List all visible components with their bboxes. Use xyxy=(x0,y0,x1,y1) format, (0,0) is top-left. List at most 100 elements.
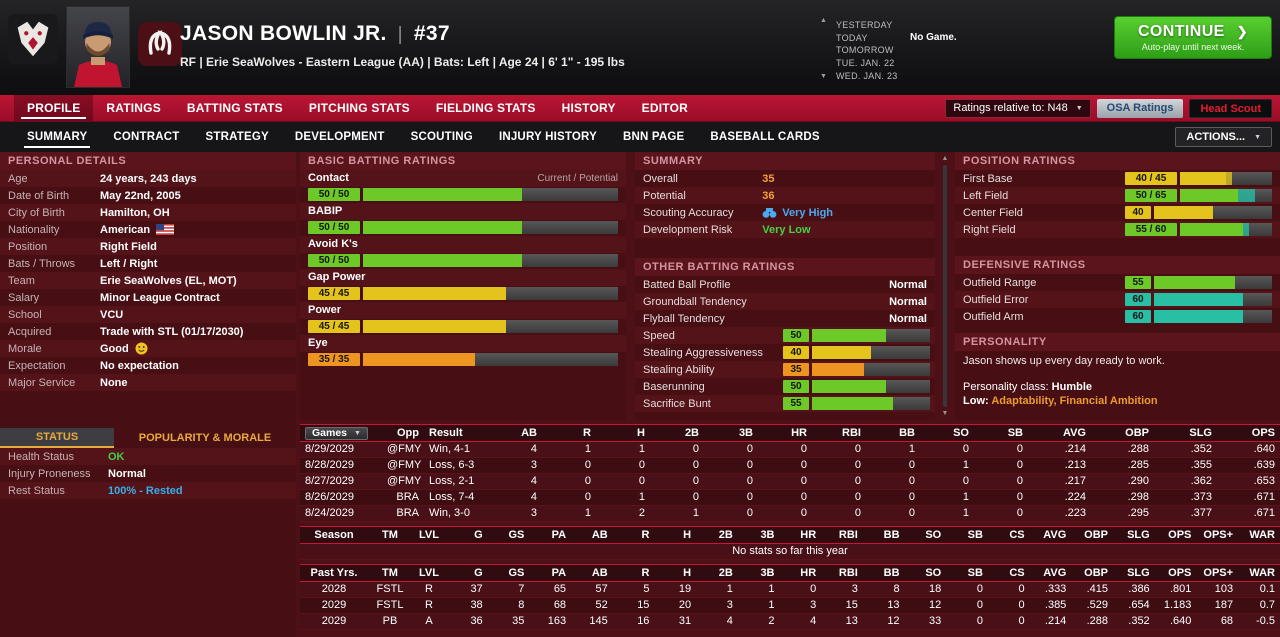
column-header-ops+[interactable]: OPS+ xyxy=(1196,526,1239,544)
column-header-obp[interactable]: OBP xyxy=(1091,424,1154,442)
tab-popularity-morale[interactable]: POPULARITY & MORALE xyxy=(138,432,272,444)
game-log-row[interactable]: 8/29/2029 @FMY Win, 4-1 4 1 1 0 0 0 0 1 0 0 .214 .288.… xyxy=(300,441,1280,458)
column-header-so[interactable]: SO xyxy=(920,424,974,442)
column-header-3b[interactable]: 3B xyxy=(704,424,758,442)
column-header-slg[interactable]: SLG xyxy=(1113,526,1155,544)
column-header-g[interactable]: G xyxy=(446,564,488,582)
game-log-row[interactable]: 8/26/2029 BRA Loss, 7-4 4 0 1 0 0 0 0 0 1 0 .224 .298.… xyxy=(300,489,1280,506)
column-header-ops[interactable]: OPS xyxy=(1217,424,1280,442)
subtab-bnn-page[interactable]: BNN PAGE xyxy=(622,131,685,143)
tab-history[interactable]: HISTORY xyxy=(561,101,616,115)
column-header-avg[interactable]: AVG xyxy=(1029,564,1072,582)
column-header-war[interactable]: WAR xyxy=(1238,564,1280,582)
subtab-scouting[interactable]: SCOUTING xyxy=(410,131,473,143)
osa-ratings-button[interactable]: OSA Ratings xyxy=(1096,98,1184,118)
column-header-so[interactable]: SO xyxy=(904,564,947,582)
column-header-ops+[interactable]: OPS+ xyxy=(1196,564,1239,582)
game-log-row[interactable]: 8/27/2029 @FMY Loss, 2-1 4 0 0 0 0 0 0 0 0 0 .217 .290… xyxy=(300,473,1280,490)
column-header-sb[interactable]: SB xyxy=(946,564,988,582)
column-header-lvl[interactable]: LVL xyxy=(412,564,446,582)
tab-pitching-stats[interactable]: PITCHING STATS xyxy=(308,101,410,115)
actions-button[interactable]: ACTIONS... ▼ xyxy=(1175,127,1272,147)
column-header-hr[interactable]: HR xyxy=(779,564,822,582)
column-header-season[interactable]: Season xyxy=(300,526,368,544)
schedule-row[interactable]: YESTERDAY xyxy=(836,19,1036,32)
scrollbar-track[interactable] xyxy=(943,165,947,407)
column-header-tm[interactable]: TM xyxy=(368,564,412,582)
subtab-injury-history[interactable]: INJURY HISTORY xyxy=(498,131,597,143)
column-header-h[interactable]: H xyxy=(596,424,650,442)
column-header-cs[interactable]: CS xyxy=(987,564,1030,582)
game-log-row[interactable]: 8/28/2029 @FMY Loss, 6-3 3 0 0 0 0 0 0 0 1 0 .213 .285… xyxy=(300,457,1280,474)
tab-fielding-stats[interactable]: FIELDING STATS xyxy=(435,101,536,115)
column-header-ab[interactable]: AB xyxy=(571,526,613,544)
column-header-h[interactable]: H xyxy=(654,526,697,544)
subtab-strategy[interactable]: STRATEGY xyxy=(205,131,269,143)
column-header-cs[interactable]: CS xyxy=(987,526,1030,544)
column-header-lvl[interactable]: LVL xyxy=(412,526,446,544)
schedule-row[interactable]: TODAY No Game. xyxy=(836,32,1036,45)
subtab-summary[interactable]: SUMMARY xyxy=(14,122,100,152)
game-log-row[interactable]: 8/24/2029 BRA Win, 3-0 3 1 2 1 0 0 0 0 1 0 .223 .295 .3… xyxy=(300,505,1280,522)
scroll-up-icon[interactable]: ▲ xyxy=(941,155,949,162)
column-header-rbi[interactable]: RBI xyxy=(821,526,863,544)
column-header-ab[interactable]: AB xyxy=(571,564,613,582)
column-header-r[interactable]: R xyxy=(612,564,655,582)
column-header-so[interactable]: SO xyxy=(904,526,947,544)
column-header-obp[interactable]: OBP xyxy=(1071,564,1113,582)
column-header-gs[interactable]: GS xyxy=(487,526,530,544)
column-header-2b[interactable]: 2B xyxy=(696,526,738,544)
vertical-scrollbar[interactable]: ▲ ▼ xyxy=(939,155,951,417)
column-header-slg[interactable]: SLG xyxy=(1154,424,1217,442)
column-header-ops[interactable]: OPS xyxy=(1154,564,1197,582)
schedule-row[interactable]: WED. JAN. 23 xyxy=(836,69,1036,82)
column-header-obp[interactable]: OBP xyxy=(1071,526,1113,544)
tab-ratings[interactable]: RATINGS xyxy=(106,101,161,115)
column-header-rbi[interactable]: RBI xyxy=(812,424,866,442)
schedule-row[interactable]: TOMORROW xyxy=(836,44,1036,57)
column-header-games[interactable]: Games ▼ xyxy=(300,424,382,442)
column-header-hr[interactable]: HR xyxy=(779,526,822,544)
games-filter-dropdown[interactable]: Games ▼ xyxy=(305,427,368,440)
column-header-war[interactable]: WAR xyxy=(1238,526,1280,544)
column-header-sb[interactable]: SB xyxy=(974,424,1028,442)
subtab-baseball-cards[interactable]: BASEBALL CARDS xyxy=(710,131,820,143)
column-header-rbi[interactable]: RBI xyxy=(821,564,863,582)
tab-editor[interactable]: EDITOR xyxy=(641,101,688,115)
schedule-row[interactable]: TUE. JAN. 22 xyxy=(836,57,1036,70)
tab-status[interactable]: STATUS xyxy=(0,428,114,448)
column-header-ab[interactable]: AB xyxy=(488,424,542,442)
column-header-slg[interactable]: SLG xyxy=(1113,564,1155,582)
chevron-down-icon[interactable]: ▼ xyxy=(820,73,827,80)
column-header-r[interactable]: R xyxy=(542,424,596,442)
column-header-h[interactable]: H xyxy=(654,564,697,582)
column-header-opp[interactable]: Opp xyxy=(382,424,424,442)
column-header-tm[interactable]: TM xyxy=(368,526,412,544)
tab-batting-stats[interactable]: BATTING STATS xyxy=(186,101,283,115)
column-header-result[interactable]: Result xyxy=(424,424,488,442)
scroll-down-icon[interactable]: ▼ xyxy=(941,410,949,417)
column-header-r[interactable]: R xyxy=(612,526,655,544)
subtab-contract[interactable]: CONTRACT xyxy=(113,131,180,143)
subtab-development[interactable]: DEVELOPMENT xyxy=(294,131,385,143)
column-header-pa[interactable]: PA xyxy=(529,564,572,582)
column-header-bb[interactable]: BB xyxy=(866,424,920,442)
column-header-2b[interactable]: 2B xyxy=(650,424,704,442)
column-header-pa[interactable]: PA xyxy=(529,526,572,544)
column-header-g[interactable]: G xyxy=(446,526,488,544)
column-header-avg[interactable]: AVG xyxy=(1028,424,1091,442)
column-header-bb[interactable]: BB xyxy=(862,564,905,582)
ratings-relative-dropdown[interactable]: Ratings relative to: N48 ▼ xyxy=(945,98,1091,118)
column-header-sb[interactable]: SB xyxy=(946,526,988,544)
column-header-ops[interactable]: OPS xyxy=(1154,526,1197,544)
tab-profile[interactable]: PROFILE xyxy=(14,95,94,121)
column-header-hr[interactable]: HR xyxy=(758,424,812,442)
column-header-past-yrs-[interactable]: Past Yrs. xyxy=(300,564,368,582)
chevron-up-icon[interactable]: ▲ xyxy=(820,17,827,24)
head-scout-button[interactable]: Head Scout xyxy=(1189,98,1272,118)
column-header-gs[interactable]: GS xyxy=(487,564,530,582)
column-header-3b[interactable]: 3B xyxy=(737,526,780,544)
column-header-bb[interactable]: BB xyxy=(862,526,905,544)
column-header-avg[interactable]: AVG xyxy=(1029,526,1072,544)
continue-button[interactable]: CONTINUE ❯ Auto-play until next week. xyxy=(1114,16,1272,59)
